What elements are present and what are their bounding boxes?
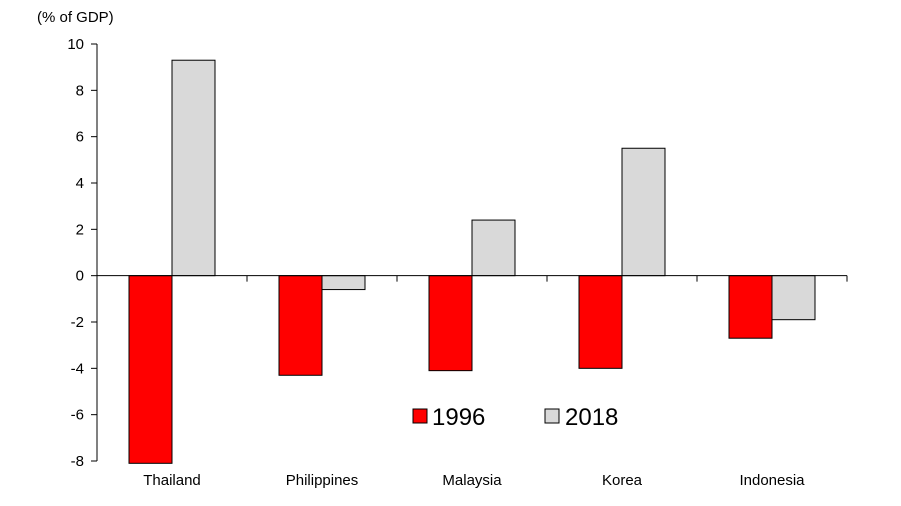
y-tick-label: 10	[67, 36, 84, 53]
y-axis-ticks: 10 8 6 4 2 0 -2 -4 -6 -8	[67, 36, 97, 470]
y-tick-label: 4	[76, 175, 84, 192]
bar-2018-philippines	[321, 275, 366, 291]
y-tick-label: -8	[71, 453, 84, 470]
y-tick-label: -4	[71, 360, 84, 377]
y-tick-label: 2	[76, 221, 84, 238]
bar-1996-indonesia	[728, 275, 773, 339]
bar-1996-thailand	[128, 275, 173, 464]
legend: 1996 2018	[412, 404, 618, 431]
legend-label: 2018	[565, 404, 618, 431]
legend-swatch-1996	[412, 408, 428, 424]
y-unit-label: (% of GDP)	[37, 9, 114, 26]
y-tick-label: 8	[76, 82, 84, 99]
bar-1996-philippines	[278, 275, 323, 376]
bar-1996-korea	[578, 275, 623, 369]
bar-1996-malaysia	[428, 275, 473, 372]
category-labels: Thailand Philippines Malaysia Korea Indonesi…	[143, 472, 805, 489]
bar-2018-indonesia	[771, 275, 816, 321]
category-label: Indonesia	[739, 472, 805, 489]
bar-2018-thailand	[171, 59, 216, 277]
category-label: Korea	[602, 472, 643, 489]
legend-label: 1996	[432, 404, 485, 431]
bar-2018-korea	[621, 147, 666, 277]
y-tick-label: 6	[76, 129, 84, 146]
bar-2018-malaysia	[471, 219, 516, 277]
category-label: Malaysia	[442, 472, 502, 489]
category-label: Thailand	[143, 472, 201, 489]
category-label: Philippines	[286, 472, 359, 489]
axes	[96, 44, 848, 461]
bars	[128, 59, 816, 464]
y-tick-label: -2	[71, 314, 84, 331]
y-tick-label: -6	[71, 407, 84, 424]
y-tick-label: 0	[76, 268, 84, 285]
legend-swatch-2018	[544, 408, 560, 424]
